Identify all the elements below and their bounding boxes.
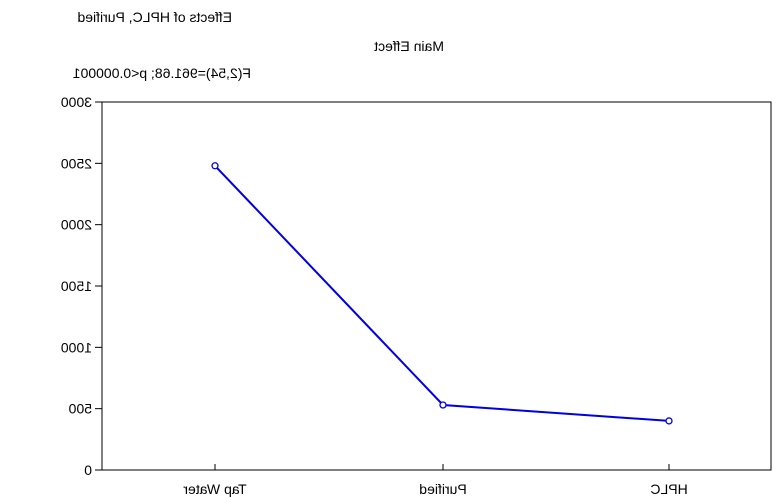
- y-tick-label: 0: [84, 462, 92, 478]
- chart-stats: F(2,54)=961.68; p<0.000001: [73, 65, 251, 81]
- data-point: [439, 401, 447, 409]
- x-tick-label: Purified: [419, 481, 466, 497]
- y-tick-label: 1000: [61, 339, 92, 355]
- y-tick-label: 500: [68, 401, 92, 417]
- chart-subtitle: Main Effect: [374, 38, 444, 54]
- series-line: [214, 165, 670, 422]
- y-tick-label: 2000: [61, 217, 92, 233]
- data-point: [665, 417, 673, 425]
- chart-title: Effects of HPLC, Purified: [77, 9, 232, 25]
- y-axis: 0 500 1000 1500 2000 2500 3000: [61, 94, 102, 478]
- y-tick-label: 1500: [61, 278, 92, 294]
- x-axis: HPLC Purified Tap Water: [183, 464, 688, 497]
- y-tick-label: 2500: [61, 155, 92, 171]
- x-tick-label: HPLC: [650, 481, 687, 497]
- y-tick-label: 3000: [61, 94, 92, 110]
- x-tick-label: Tap Water: [183, 481, 247, 497]
- data-series: [211, 162, 673, 425]
- data-point: [211, 162, 219, 170]
- plot-frame: [101, 101, 772, 471]
